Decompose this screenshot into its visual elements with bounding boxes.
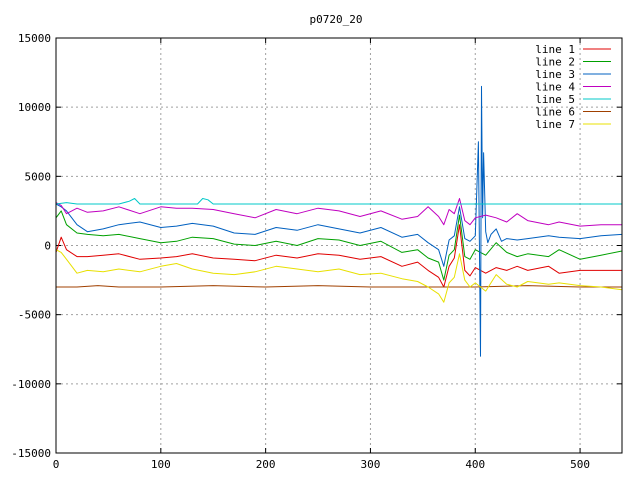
- y-tick-label: 10000: [18, 101, 51, 114]
- y-tick-label: 15000: [18, 32, 51, 45]
- series-lines: [55, 85, 623, 357]
- grid-lines: [56, 38, 622, 453]
- series-line-6: [56, 285, 622, 288]
- x-tick-label: 0: [53, 458, 60, 471]
- y-tick-label: -10000: [11, 378, 51, 391]
- legend-label: line 3: [535, 68, 575, 81]
- plot-frame: [55, 37, 623, 454]
- series-line-3: [55, 85, 623, 357]
- legend-label: line 5: [535, 93, 575, 106]
- x-tick-label: 200: [256, 458, 276, 471]
- x-tick-label: 400: [465, 458, 485, 471]
- series-line-5: [55, 198, 622, 205]
- legend-label: line 1: [535, 43, 575, 56]
- y-tick-label: -5000: [18, 309, 51, 322]
- chart-title: p0720_20: [310, 13, 363, 26]
- series-line-1: [55, 224, 622, 288]
- series-line-7: [55, 249, 623, 303]
- legend-label: line 7: [535, 118, 575, 131]
- x-tick-label: 100: [151, 458, 171, 471]
- series-line-2: [55, 210, 623, 281]
- legend-label: line 2: [535, 56, 575, 69]
- y-tick-label: -15000: [11, 447, 51, 460]
- axis-ticks: 0 100 200 300 400 500 -15000 -10000 -5000 0 5000 10…: [11, 32, 622, 471]
- y-tick-label: 5000: [25, 170, 52, 183]
- series-line-4: [55, 198, 622, 227]
- legend-label: line 6: [535, 106, 575, 119]
- y-tick-label: 0: [44, 240, 51, 253]
- x-tick-label: 300: [361, 458, 381, 471]
- x-tick-label: 500: [570, 458, 590, 471]
- legend-label: line 4: [535, 81, 575, 94]
